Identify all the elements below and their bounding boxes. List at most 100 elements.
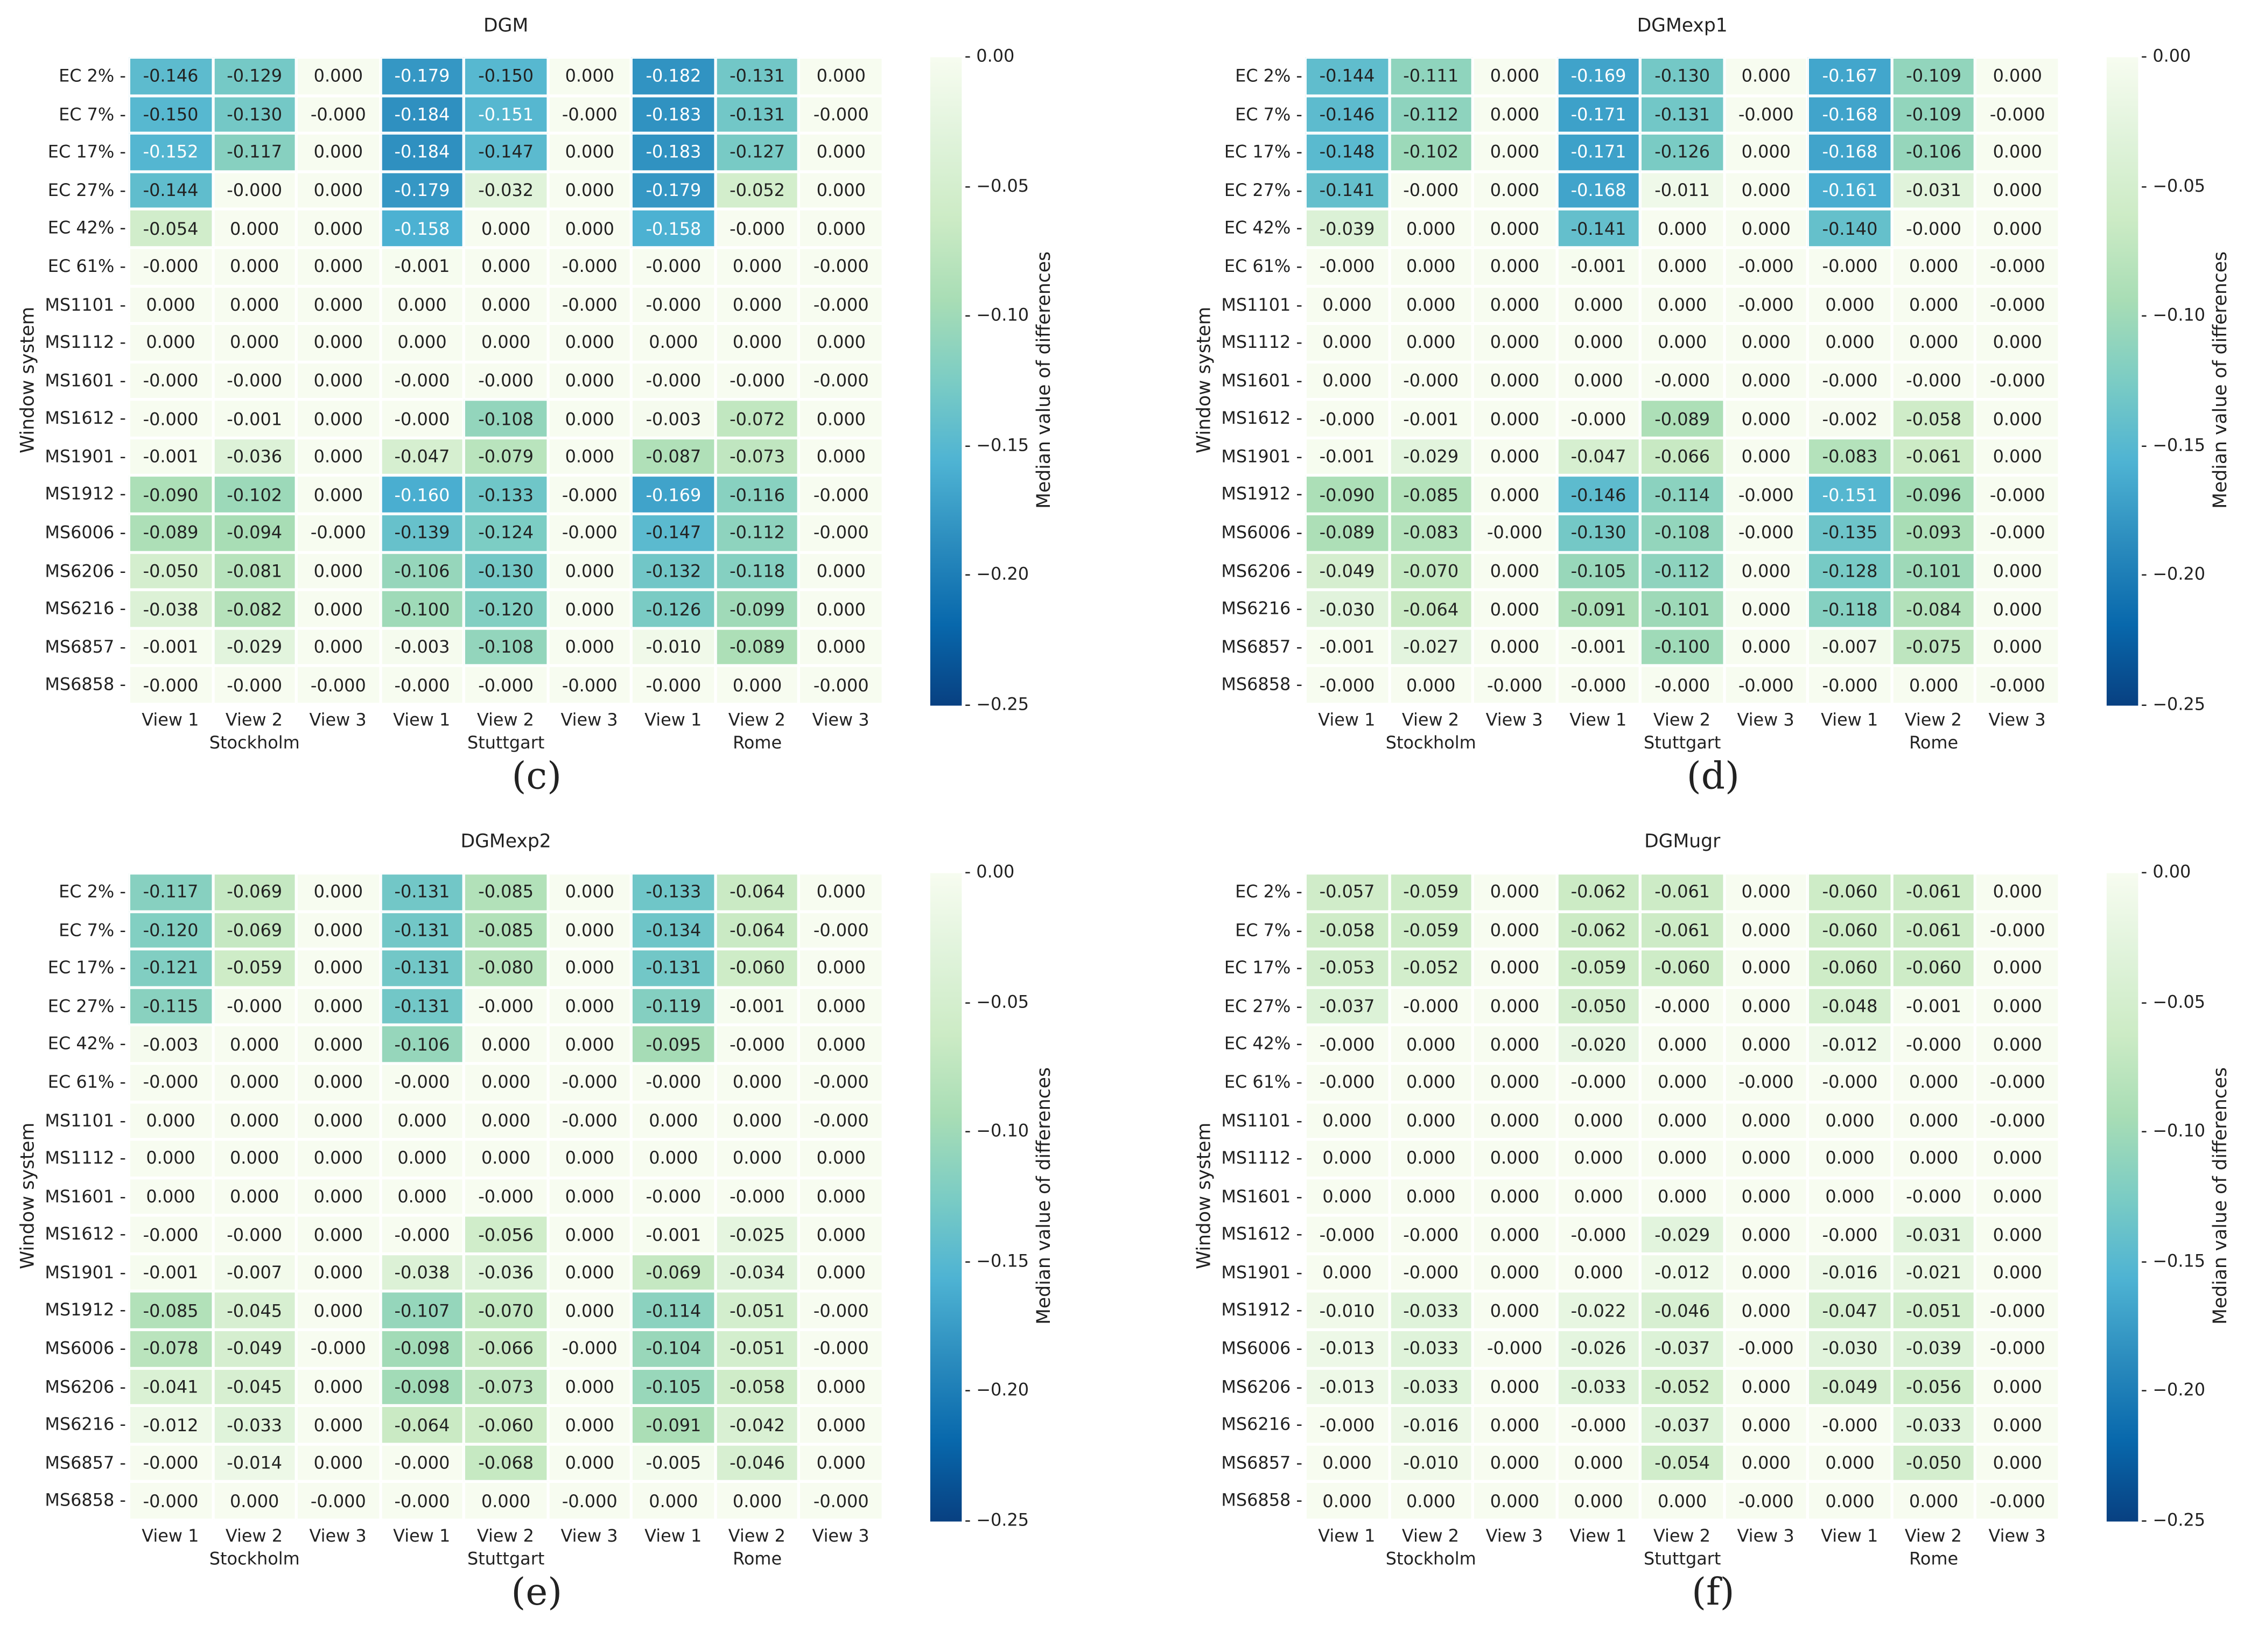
heatmap-cell: -0.000 bbox=[129, 361, 213, 400]
heatmap-cell: 0.000 bbox=[464, 1101, 548, 1140]
heatmap-cell: -0.000 bbox=[1808, 361, 1892, 400]
heatmap-cell: -0.001 bbox=[1305, 628, 1389, 667]
heatmap-cell: -0.000 bbox=[1305, 1063, 1389, 1102]
heatmap-cell: 0.000 bbox=[715, 285, 800, 324]
heatmap-cell: 0.000 bbox=[799, 1139, 883, 1178]
heatmap-cell: 0.000 bbox=[799, 1177, 883, 1216]
heatmap-cell: 0.000 bbox=[548, 1139, 632, 1178]
heatmap-cell: 0.000 bbox=[1975, 1405, 2060, 1444]
heatmap-cell: -0.073 bbox=[464, 1368, 548, 1406]
heatmap-cell: -0.047 bbox=[380, 438, 464, 476]
heatmap-cell: -0.000 bbox=[1556, 1063, 1640, 1102]
heatmap-cell: 0.000 bbox=[464, 324, 548, 362]
heatmap-cell: -0.051 bbox=[715, 1329, 800, 1368]
heatmap-cell: -0.168 bbox=[1808, 133, 1892, 172]
heatmap-cell: -0.152 bbox=[129, 133, 213, 172]
heatmap-cell: -0.183 bbox=[632, 95, 716, 134]
x-tick-label: View 3 bbox=[812, 1525, 869, 1546]
row-label: MS6858 - bbox=[1221, 675, 1302, 695]
heatmap-cell: 0.000 bbox=[1472, 1215, 1557, 1254]
row-label: EC 42% - bbox=[47, 218, 126, 239]
x-tick-label: View 1 bbox=[1569, 710, 1627, 730]
heatmap-cell: 0.000 bbox=[1472, 1254, 1557, 1292]
heatmap-cell: -0.056 bbox=[464, 1215, 548, 1254]
x-tick-label: View 2 bbox=[1401, 1525, 1460, 1546]
heatmap-cell: -0.096 bbox=[1891, 475, 1976, 514]
heatmap-cell: -0.000 bbox=[548, 666, 632, 704]
heatmap-cell: -0.100 bbox=[1640, 628, 1724, 667]
heatmap-cell: -0.109 bbox=[1891, 95, 1976, 134]
heatmap-cell: -0.000 bbox=[548, 1101, 632, 1140]
chart-title: DGMexp1 bbox=[1637, 16, 1728, 38]
heatmap-cell: -0.001 bbox=[380, 247, 464, 286]
heatmap-cell: 0.000 bbox=[1975, 438, 2060, 476]
row-label: MS6857 - bbox=[45, 1452, 126, 1473]
heatmap-cell: 0.000 bbox=[296, 1139, 381, 1178]
heatmap-cell: -0.169 bbox=[632, 475, 716, 514]
heatmap-cell: -0.000 bbox=[1724, 1329, 1808, 1368]
x-tick-label: View 2 bbox=[728, 710, 786, 730]
colorbar bbox=[2106, 57, 2138, 706]
heatmap-cell: -0.075 bbox=[1891, 628, 1976, 667]
chart-title: DGM bbox=[483, 16, 529, 38]
row-label: EC 61% - bbox=[1224, 1072, 1302, 1093]
row-label: MS6006 - bbox=[1221, 1338, 1302, 1359]
heatmap-cell: 0.000 bbox=[1724, 1291, 1808, 1330]
heatmap-cell: -0.150 bbox=[464, 57, 548, 95]
heatmap-cell: 0.000 bbox=[715, 1101, 800, 1140]
heatmap-cell: 0.000 bbox=[296, 552, 381, 590]
heatmap-cell: -0.000 bbox=[296, 1329, 381, 1368]
heatmap-cell: -0.000 bbox=[212, 361, 297, 400]
heatmap-cell: -0.144 bbox=[1305, 57, 1389, 95]
heatmap-cell: 0.000 bbox=[548, 1254, 632, 1292]
heatmap-cell: 0.000 bbox=[1472, 1101, 1557, 1140]
heatmap-cell: -0.052 bbox=[1389, 949, 1473, 988]
heatmap-cell: -0.061 bbox=[1891, 438, 1976, 476]
heatmap-cell: -0.000 bbox=[799, 1291, 883, 1330]
heatmap-cell: -0.064 bbox=[715, 911, 800, 949]
heatmap-cell: -0.059 bbox=[212, 949, 297, 988]
heatmap-cell: 0.000 bbox=[1724, 438, 1808, 476]
heatmap-panel: DGM -0.146 -0.129 0.000 -0.179 -0.150 0.000 -0.… bbox=[0, 0, 1116, 816]
heatmap-cell: 0.000 bbox=[464, 247, 548, 286]
heatmap-cell: -0.000 bbox=[548, 514, 632, 552]
heatmap-cell: -0.000 bbox=[1891, 1177, 1976, 1216]
heatmap-cell: -0.059 bbox=[1389, 873, 1473, 912]
heatmap-cell: -0.089 bbox=[1305, 514, 1389, 552]
heatmap-cell: -0.000 bbox=[799, 1101, 883, 1140]
heatmap-cell: -0.060 bbox=[715, 949, 800, 988]
x-tick-label: View 1 bbox=[393, 710, 451, 730]
heatmap-cell: -0.000 bbox=[129, 666, 213, 704]
heatmap-cell: 0.000 bbox=[1808, 324, 1892, 362]
heatmap-cell: 0.000 bbox=[296, 247, 381, 286]
colorbar-label: Median value of differences bbox=[1034, 1067, 1056, 1325]
heatmap-cell: 0.000 bbox=[212, 1101, 297, 1140]
heatmap-cell: -0.010 bbox=[632, 628, 716, 667]
heatmap-cell: -0.108 bbox=[464, 400, 548, 438]
heatmap-cell: -0.151 bbox=[1808, 475, 1892, 514]
heatmap-cell: -0.085 bbox=[464, 873, 548, 912]
heatmap-cell: 0.000 bbox=[1975, 209, 2060, 248]
x-tick-label: View 1 bbox=[644, 1525, 702, 1546]
heatmap-cell: 0.000 bbox=[1808, 1177, 1892, 1216]
heatmap-cell: 0.000 bbox=[548, 438, 632, 476]
heatmap-cell: -0.126 bbox=[632, 590, 716, 628]
colorbar bbox=[930, 873, 962, 1522]
heatmap-cell: 0.000 bbox=[548, 590, 632, 628]
colorbar-tick-label: - −0.25 bbox=[964, 694, 1029, 715]
heatmap-cell: -0.118 bbox=[715, 552, 800, 590]
heatmap-cell: 0.000 bbox=[799, 1405, 883, 1444]
heatmap-cell: -0.130 bbox=[464, 552, 548, 590]
heatmap-cell: -0.029 bbox=[1389, 438, 1473, 476]
row-label: MS1112 - bbox=[1221, 332, 1302, 353]
row-label: EC 17% - bbox=[47, 142, 126, 162]
heatmap-cell: 0.000 bbox=[296, 1177, 381, 1216]
heatmap-cell: -0.000 bbox=[1975, 514, 2060, 552]
heatmap-cell: -0.139 bbox=[380, 514, 464, 552]
heatmap-cell: -0.000 bbox=[296, 666, 381, 704]
colorbar-tick-label: - −0.20 bbox=[2141, 1380, 2206, 1401]
heatmap-cell: -0.000 bbox=[799, 911, 883, 949]
heatmap-cell: -0.000 bbox=[1808, 1215, 1892, 1254]
row-label: MS1912 - bbox=[45, 484, 126, 505]
colorbar-tick-label: - −0.15 bbox=[964, 435, 1029, 455]
